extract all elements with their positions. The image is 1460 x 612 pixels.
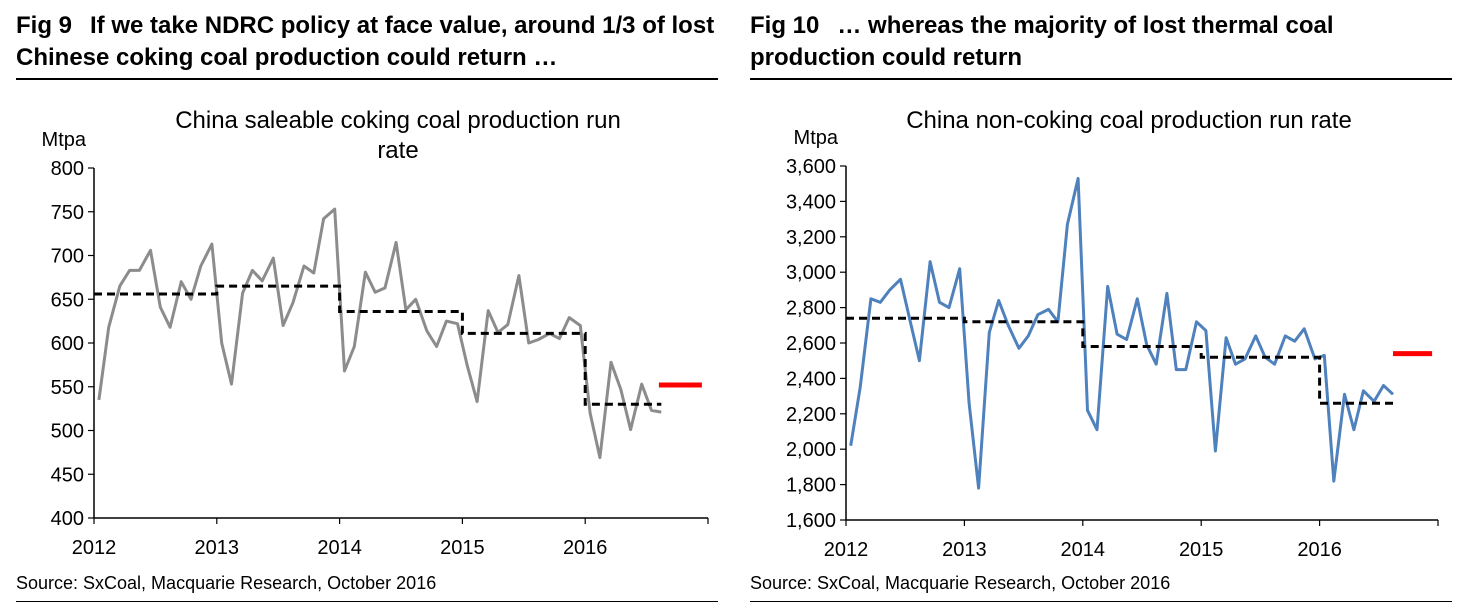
figure-10-top-rule (750, 78, 1452, 80)
figure-10-panel: Fig 10… whereas the majority of lost the… (742, 0, 1452, 612)
y-tick-label: 1,800 (786, 475, 836, 497)
y-axis-label: Mtpa (42, 129, 87, 151)
figure-9-number: Fig 9 (16, 12, 73, 39)
y-tick-label: 600 (51, 333, 84, 355)
average-run-rate-dashed-line (846, 316, 1393, 405)
figure-9-source: Source: SxCoal, Macquarie Research, Octo… (16, 573, 437, 593)
figure-10-number: Fig 10 (750, 12, 820, 39)
y-tick-label: 2,600 (786, 333, 836, 355)
y-tick-label: 3,600 (786, 156, 836, 178)
chart-title-line: China saleable coking coal production ru… (175, 107, 621, 134)
y-tick-label: 3,200 (786, 227, 836, 249)
figure-9-heading: Fig 9 If we take NDRC policy at face valu… (16, 10, 716, 74)
y-tick-label: 2,400 (786, 368, 836, 390)
x-tick-label: 2015 (1179, 539, 1224, 561)
x-tick-label: 2013 (942, 539, 987, 561)
y-tick-label: 2,000 (786, 439, 836, 461)
x-tick-label: 2014 (1061, 539, 1106, 561)
y-tick-label: 500 (51, 421, 84, 443)
y-tick-label: 450 (51, 464, 84, 486)
figure-9-panel: Fig 9 If we take NDRC policy at face valu… (8, 0, 718, 612)
y-tick-label: 1,600 (786, 510, 836, 532)
x-tick-label: 2012 (824, 539, 869, 561)
chart-title-line: rate (377, 137, 418, 164)
x-tick-label: 2014 (317, 537, 362, 559)
y-tick-label: 3,000 (786, 262, 836, 284)
x-tick-label: 2012 (72, 537, 117, 559)
x-tick-label: 2016 (1297, 539, 1342, 561)
figure-10-source: Source: SxCoal, Macquarie Research, Octo… (750, 573, 1171, 593)
figure-10-heading: Fig 10… whereas the majority of lost the… (750, 10, 1450, 74)
y-tick-label: 550 (51, 377, 84, 399)
x-tick-label: 2015 (440, 537, 485, 559)
coking-coal-chart: China saleable coking coal production ru… (42, 107, 709, 559)
figure-10-title: … whereas the majority of lost thermal c… (750, 12, 1334, 71)
y-tick-label: 800 (51, 158, 84, 180)
chart-title-line: China non-coking coal production run rat… (906, 107, 1352, 134)
y-tick-label: 2,800 (786, 298, 836, 320)
figure-9-top-rule (16, 78, 718, 80)
y-tick-label: 700 (51, 246, 84, 268)
figure-9-bottom-rule (16, 601, 718, 602)
y-tick-label: 2,200 (786, 404, 836, 426)
y-tick-label: 400 (51, 508, 84, 530)
y-axis-label: Mtpa (794, 127, 839, 149)
x-tick-label: 2016 (563, 537, 608, 559)
figure-9-title: If we take NDRC policy at face value, ar… (16, 12, 715, 71)
non-coking-coal-chart: China non-coking coal production run rat… (786, 107, 1439, 561)
y-tick-label: 650 (51, 289, 84, 311)
x-tick-label: 2013 (195, 537, 240, 559)
y-tick-label: 750 (51, 202, 84, 224)
monthly-run-rate-line (849, 176, 1395, 490)
figure-10-bottom-rule (750, 601, 1452, 602)
average-run-rate-dashed-line (94, 284, 662, 406)
y-tick-label: 3,400 (786, 191, 836, 213)
